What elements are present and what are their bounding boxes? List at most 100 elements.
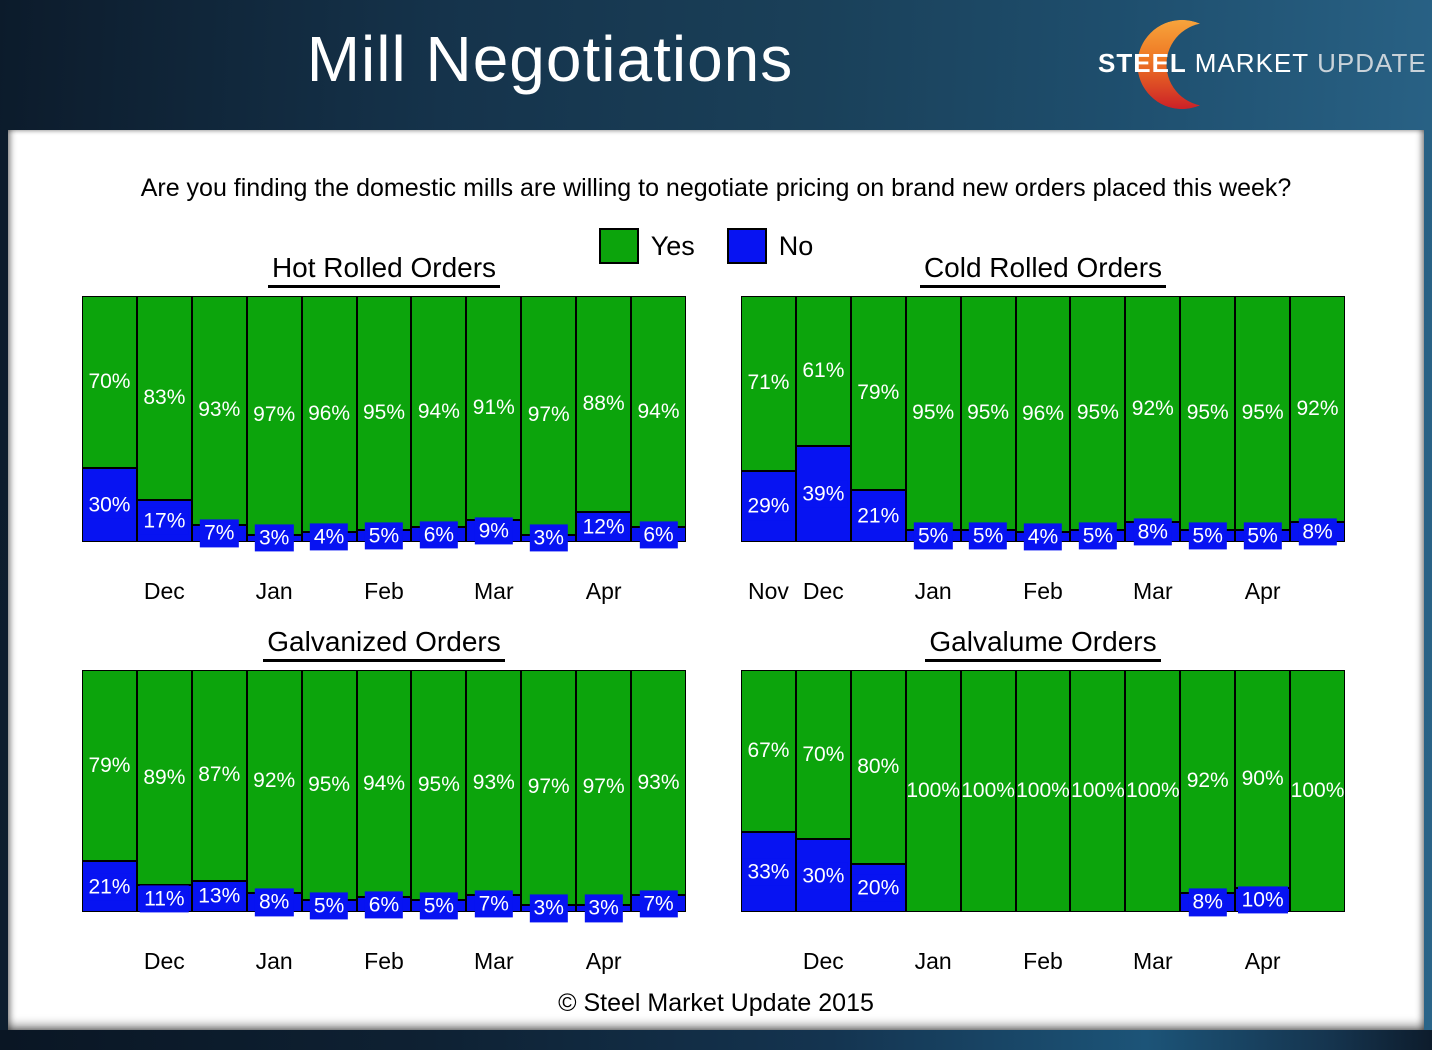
bar-segment-yes — [850, 670, 906, 864]
chart-title: Galvanized Orders — [82, 624, 686, 670]
bar-segment-yes — [960, 296, 1016, 530]
legend-swatch-yes — [598, 228, 639, 264]
bar-segment-yes — [1290, 670, 1345, 912]
bar-label-no: 5% — [364, 522, 404, 550]
bar: 94% 6% — [411, 296, 467, 549]
bar-segment-yes — [1235, 670, 1291, 888]
month-label: Apr — [1244, 578, 1281, 604]
chart-hot-rolled-orders: Hot Rolled Orders 70% 30% 83% 17% 93% 7% 97% 3%… — [82, 250, 686, 612]
bar-label-no: 5% — [1188, 522, 1227, 550]
month-label: Jan — [255, 578, 293, 604]
bar: 83% 17% — [136, 296, 192, 542]
bar: 95% 5% — [301, 670, 357, 920]
bar-segment-yes — [82, 296, 137, 469]
bar-segment-yes — [741, 670, 796, 833]
bar: 88% 12% — [576, 296, 632, 542]
chart-galvanized-orders: Galvanized Orders 79% 21% 89% 11% 87% 13% 92% 8… — [82, 624, 686, 982]
bar-segment-yes — [576, 670, 632, 905]
bar-label-no: 30% — [798, 862, 849, 890]
chart-title: Cold Rolled Orders — [741, 250, 1345, 296]
bar-label-yes: 93% — [198, 398, 241, 422]
crescent-icon — [1137, 19, 1227, 110]
bar-label-yes: 95% — [1076, 400, 1119, 424]
bar-segment-yes — [1180, 670, 1236, 893]
bar: 67% 33% — [741, 670, 796, 912]
bar: 91% 9% — [466, 296, 522, 545]
bar: 97% 3% — [246, 296, 302, 552]
content-panel: Are you finding the domestic mills are w… — [8, 130, 1424, 1030]
bar-label-no: 39% — [798, 480, 849, 508]
bar: 70% 30% — [795, 670, 851, 912]
bar-label-no: 5% — [968, 522, 1008, 550]
legend-label-no: No — [778, 230, 814, 261]
bar-label-yes: 93% — [637, 770, 680, 794]
brand-logo-text: STEEL MARKET UPDATE — [1098, 48, 1430, 79]
chart-title: Hot Rolled Orders — [82, 250, 686, 296]
bar-label-no: 8% — [254, 888, 294, 916]
bar-label-yes: 94% — [362, 771, 405, 795]
bar-label-yes: 100% — [1290, 779, 1345, 802]
bar-segment-yes — [301, 296, 357, 533]
bar-label-no: 3% — [254, 524, 294, 552]
month-label: Feb — [1023, 578, 1063, 604]
bar-segment-yes — [576, 296, 632, 513]
month-label: Mar — [1133, 948, 1173, 974]
bar-segment-yes — [356, 670, 412, 898]
bar-label-yes: 94% — [637, 399, 680, 423]
x-axis-labels: Nov Dec Jan Feb Mar Apr — [741, 578, 1345, 612]
bar: 94% 6% — [356, 670, 412, 919]
bar-segment-yes — [795, 296, 851, 447]
bar-label-yes: 95% — [912, 400, 955, 424]
bar-label-yes: 96% — [1021, 402, 1064, 426]
logo-word-update: UPDATE — [1317, 48, 1427, 78]
bar-label-yes: 100% — [906, 779, 961, 802]
bar-segment-yes — [741, 296, 796, 471]
bar-label-yes: 95% — [417, 772, 460, 796]
bar-segment-yes — [960, 670, 1016, 912]
bar-segment-yes — [1125, 296, 1181, 523]
plot-area: 79% 21% 89% 11% 87% 13% 92% 8% 95% 5% 94% 6% 95% 5% 93… — [82, 670, 686, 922]
bar-segment-yes — [795, 670, 851, 840]
bar: 96% 4% — [301, 296, 357, 551]
bar-label-no: 6% — [419, 521, 459, 549]
month-label: Apr — [585, 948, 622, 974]
bar: 97% 3% — [521, 670, 577, 922]
bar-label-yes: 80% — [857, 754, 900, 778]
bar: 100% — [1125, 670, 1181, 912]
bar: 95% 5% — [1180, 296, 1236, 550]
x-axis-labels: Dec Jan Feb Mar Apr — [82, 948, 686, 982]
bar-label-yes: 67% — [747, 739, 790, 763]
bar-label-no: 10% — [1237, 886, 1288, 914]
bar-label-no: 6% — [364, 891, 404, 919]
bar-label-no: 17% — [139, 507, 190, 535]
bar-segment-yes — [191, 670, 247, 881]
bar-label-no: 12% — [578, 513, 629, 541]
bar-label-yes: 70% — [88, 370, 131, 394]
bar: 71% 29% — [741, 296, 796, 542]
logo-word-market: MARKET — [1194, 48, 1310, 78]
bar-label-no: 6% — [639, 521, 678, 549]
bar-label-no: 3% — [584, 894, 623, 922]
bar-label-yes: 89% — [143, 765, 186, 789]
bar-segment-yes — [191, 296, 247, 525]
bar-segment-yes — [631, 670, 686, 896]
month-label: Jan — [914, 578, 952, 604]
plot-area: 70% 30% 83% 17% 93% 7% 97% 3% 96% 4% 95% 5% 94% 6% 91%… — [82, 296, 686, 552]
bar-segment-yes — [1235, 296, 1291, 530]
bar: 93% 7% — [631, 670, 686, 918]
bar: 94% 6% — [631, 296, 686, 549]
bar: 92% 8% — [1125, 296, 1181, 546]
bar-label-no: 20% — [853, 874, 904, 902]
bar-label-yes: 97% — [253, 403, 296, 427]
bar-segment-yes — [1015, 296, 1071, 533]
plot-area: 67% 33% 70% 30% 80% 20% 100% 100% 100% 100% 100% 92… — [741, 670, 1345, 916]
bar-label-yes: 97% — [527, 775, 570, 799]
legend-swatch-no — [726, 228, 767, 264]
month-label: Feb — [1023, 948, 1063, 974]
month-label: Jan — [255, 948, 293, 974]
copyright: © Steel Market Update 2015 — [558, 989, 874, 1017]
month-label: Dec — [143, 948, 185, 974]
bar-label-yes: 94% — [417, 399, 460, 423]
bar-label-yes: 92% — [1186, 769, 1229, 793]
